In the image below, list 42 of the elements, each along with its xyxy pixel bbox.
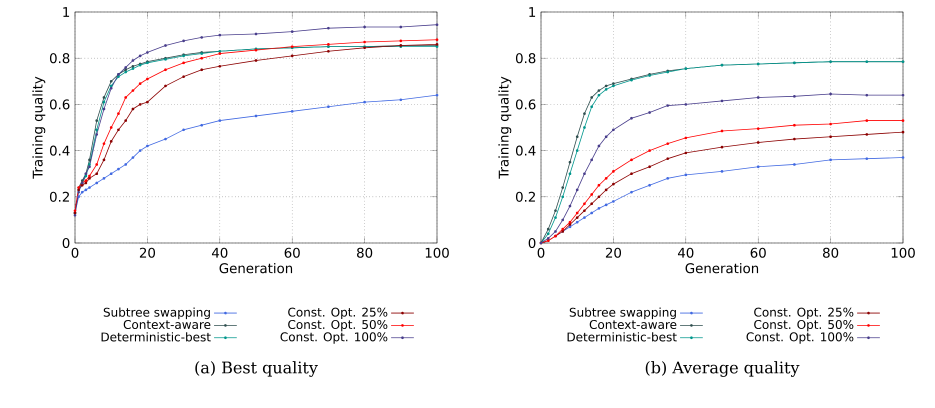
y-tick-label: 0.2	[516, 192, 535, 202]
legend-label: Const. Opt. 25%	[288, 308, 388, 320]
x-tick-label: 100	[892, 248, 915, 258]
legend-label: Deterministic-best	[102, 332, 211, 342]
x-tick-label: 40	[678, 248, 694, 258]
text: (b) Average quality	[646, 361, 800, 377]
x-tick-label: 0	[538, 248, 544, 258]
y-tick-label: 0.6	[50, 99, 70, 110]
text: (a) Best quality	[195, 361, 318, 377]
legend-label: Context-aware	[590, 320, 676, 330]
x-tick-label: 100	[426, 248, 449, 258]
legend-label: Context-aware	[124, 320, 210, 330]
legend-label: Subtree swapping	[104, 308, 210, 320]
legend-label: Subtree swapping	[570, 308, 676, 320]
legend-label: Const. Opt. 100%	[746, 332, 854, 344]
y-tick-label: 0.6	[516, 99, 536, 110]
legend-label: Const. Opt. 100%	[280, 332, 388, 344]
y-tick-label: 1	[529, 7, 536, 17]
y-axis-title: Training quality	[498, 76, 512, 179]
y-tick-label: 0.2	[50, 192, 69, 202]
x-tick-label: 20	[606, 248, 622, 258]
legend-label: Deterministic-best	[568, 332, 677, 342]
x-tick-label: 40	[212, 248, 228, 258]
x-tick-label: 80	[823, 248, 838, 258]
y-axis-title: Training quality	[32, 76, 46, 179]
y-tick-label: 0	[62, 238, 70, 248]
y-tick-label: 0.8	[516, 53, 536, 64]
x-tick-label: 80	[357, 248, 372, 258]
x-tick-label: 60	[284, 248, 300, 258]
x-axis-title: Generation	[686, 262, 758, 274]
y-tick-label: 1	[63, 7, 70, 17]
y-tick-label: 0.8	[50, 53, 70, 64]
y-tick-label: 0.4	[516, 146, 536, 156]
legend-label: Const. Opt. 50%	[288, 320, 388, 332]
y-tick-label: 0.4	[50, 146, 70, 156]
legend-label: Const. Opt. 25%	[754, 308, 854, 320]
x-tick-label: 60	[750, 248, 766, 258]
x-tick-label: 20	[140, 248, 156, 258]
x-tick-label: 0	[72, 248, 78, 258]
y-tick-label: 0	[528, 238, 536, 248]
x-axis-title: Generation	[220, 262, 292, 274]
legend-label: Const. Opt. 50%	[754, 320, 854, 332]
